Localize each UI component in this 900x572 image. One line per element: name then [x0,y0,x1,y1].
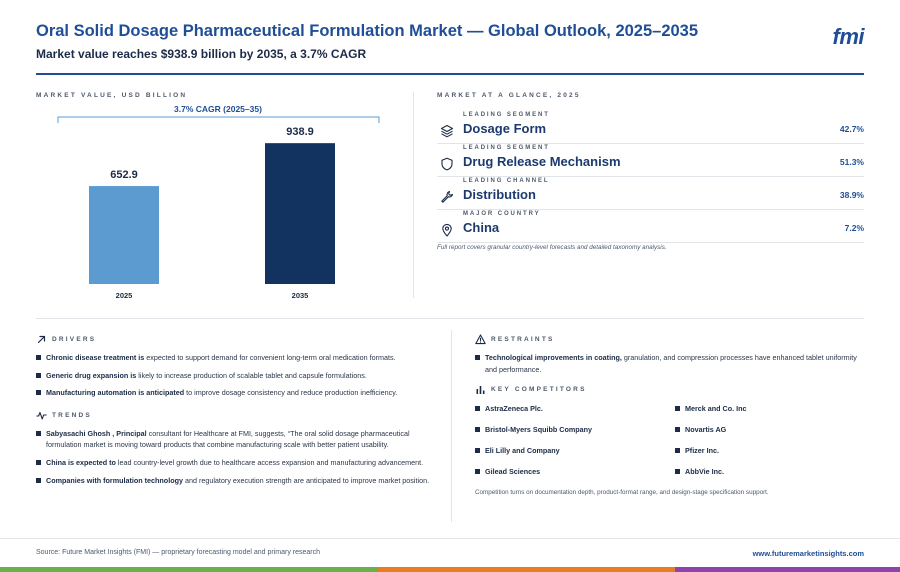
wrench-icon [441,190,454,203]
panel-divider [413,92,414,298]
trends-heading: TRENDS [36,410,434,422]
driver-item: Generic drug expansion is likely to incr… [36,370,434,382]
chart-section-label: MARKET VALUE, USD BILLION [36,92,188,99]
glance-row-distribution: LEADING CHANNEL Distribution 38.9% [437,178,864,210]
competitors-heading: KEY COMPETITORS [475,384,675,396]
cagr-annotation: 3.7% CAGR (2025–35) [174,104,262,114]
glance-name: Drug Release Mechanism [463,154,621,169]
arrow-up-right-icon [37,335,46,344]
fmi-logo: fmi [832,24,865,49]
competitor-item: Gilead Sciences [475,467,665,476]
glance-tag: MAJOR COUNTRY [463,211,541,217]
drivers-label: DRIVERS [52,336,97,343]
page-subtitle: Market value reaches $938.9 billion by 2… [36,47,367,61]
driver-item: Chronic disease treatment is expected to… [36,352,434,364]
glance-name: Distribution [463,187,536,202]
map-pin-icon [442,223,452,237]
competitor-item: Pfizer Inc. [675,446,865,455]
glance-tag: LEADING SEGMENT [463,145,550,151]
glance-tag: LEADING CHANNEL [463,178,550,184]
glance-note: Full report covers granular country-leve… [437,244,667,251]
trend-line-icon [36,411,47,420]
bar-value-label: 938.9 [286,126,314,138]
layers-icon [440,124,454,138]
shield-icon [441,157,453,171]
trend-item: China is expected to lead country-level … [36,457,434,469]
color-bar-segment [378,567,675,572]
color-bar-segment [0,567,378,572]
page-title: Oral Solid Dosage Pharmaceutical Formula… [36,22,699,40]
competitor-item: Eli Lilly and Company [475,446,665,455]
bar-2035 [265,143,335,284]
warning-icon [475,334,486,345]
trends-label: TRENDS [52,411,92,419]
drivers-trends-column: DRIVERS Chronic disease treatment is exp… [36,334,434,486]
section-rule [36,318,864,319]
competitor-item: Merck and Co. Inc [675,404,865,413]
competitors-note: Competition turns on documentation depth… [475,489,769,496]
color-bar [0,567,900,572]
color-bar-segment [675,567,900,572]
trend-item: Sabyasachi Ghosh , Principal consultant … [36,428,434,451]
driver-item: Manufacturing automation is anticipated … [36,387,434,399]
glance-value: 42.7% [839,124,864,134]
column-divider [451,330,452,522]
competitor-item: AstraZeneca Plc. [475,404,665,413]
competitors-label: KEY COMPETITORS [491,386,587,393]
bar-chart-icon [476,386,485,394]
trend-item: Companies with formulation technology an… [36,475,434,487]
drivers-heading: DRIVERS [36,334,434,346]
restraints-competitors-column: RESTRAINTS Technological improvements in… [475,334,865,496]
market-at-a-glance-panel: MARKET AT A GLANCE, 2025 LEADING SEGMENT… [437,92,864,257]
bar-chart: 3.7% CAGR (2025–35) 652.9 2025 938.9 2035 [57,104,380,300]
restraints-label: RESTRAINTS [491,336,555,343]
glance-section-label: MARKET AT A GLANCE, 2025 [437,92,581,99]
bar-value-label: 652.9 [110,169,138,181]
glance-value: 7.2% [844,223,864,233]
x-tick-label: 2025 [116,291,133,300]
cagr-bracket [57,116,380,123]
header-rule [36,73,864,75]
x-tick-label: 2035 [292,291,309,300]
source-note: Source: Future Market Insights (FMI) — p… [36,549,320,556]
footer-rule [0,538,900,539]
bar-2025 [89,186,159,284]
glance-name: Dosage Form [463,121,547,136]
restraints-heading: RESTRAINTS [475,334,865,346]
glance-name: China [463,220,500,235]
website-link[interactable]: www.futuremarketinsights.com [752,549,864,558]
competitor-item: Novartis AG [675,425,865,434]
glance-row-drug-release: LEADING SEGMENT Drug Release Mechanism 5… [437,145,864,177]
restraint-item: Technological improvements in coating, g… [475,352,865,375]
competitor-item: Bristol-Myers Squibb Company [475,425,665,434]
glance-row-china: MAJOR COUNTRY China 7.2% [437,211,864,243]
competitor-item: AbbVie Inc. [675,467,865,476]
market-value-chart-panel: MARKET VALUE, USD BILLION 3.7% CAGR (202… [36,92,408,304]
header: Oral Solid Dosage Pharmaceutical Formula… [36,22,864,74]
glance-value: 38.9% [839,190,864,200]
glance-value: 51.3% [839,157,864,167]
glance-tag: LEADING SEGMENT [463,112,550,118]
glance-row-dosage-form: LEADING SEGMENT Dosage Form 42.7% [437,112,864,144]
